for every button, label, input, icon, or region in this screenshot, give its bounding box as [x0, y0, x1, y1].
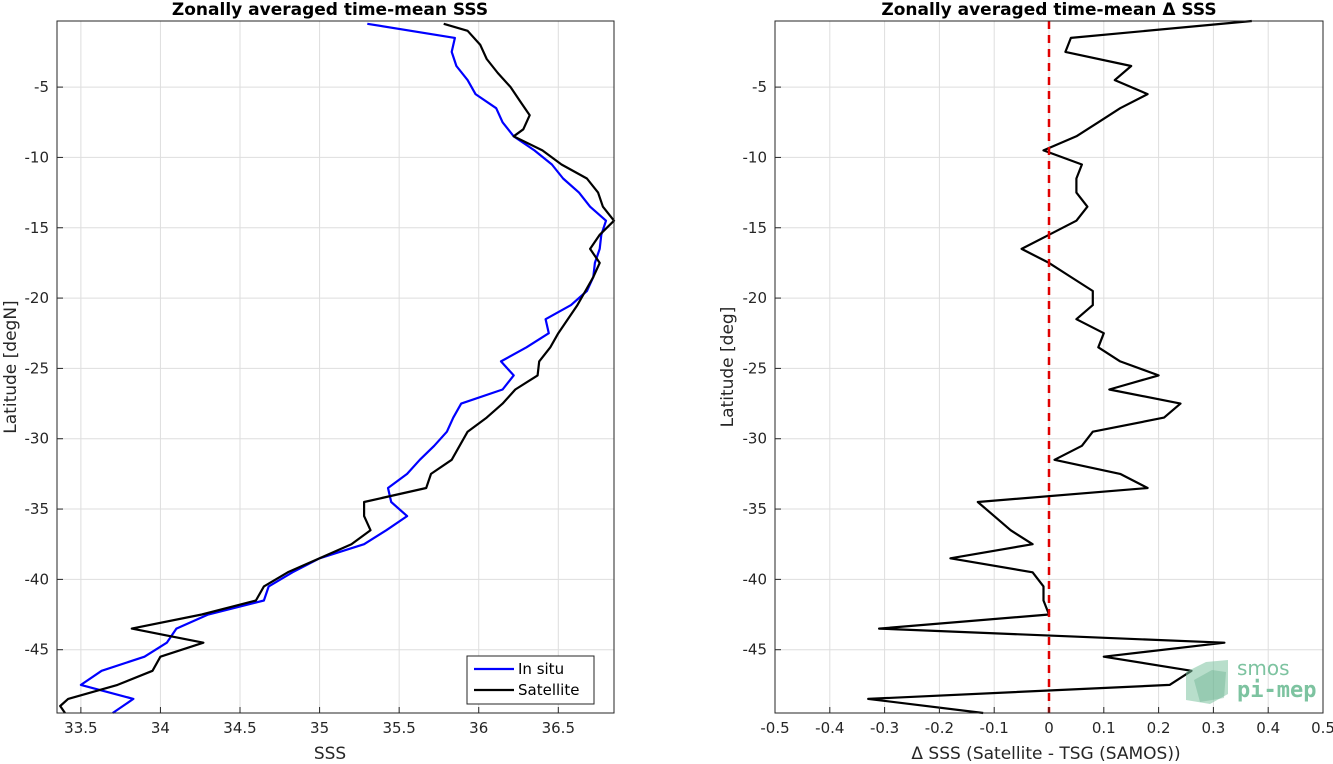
right-series-lines [867, 19, 1252, 715]
left-tick-labels: 33.5 34 34.5 35 35.5 36 36.5 -5 -10 -15 -20 -25 -30 -… [25, 78, 576, 737]
left-series-lines [59, 22, 616, 714]
right-x-tick-label: -0.1 [980, 719, 1009, 737]
right-x-tick-label: -0.5 [760, 719, 789, 737]
right-x-tick-label: 0.2 [1147, 719, 1171, 737]
right-chart-title: Zonally averaged time-mean Δ SSS [881, 0, 1216, 20]
left-x-tick-label: 36.5 [542, 719, 575, 737]
left-x-tick-label: 35 [310, 719, 329, 737]
right-x-tick-label: -0.4 [815, 719, 844, 737]
right-x-tick-label: 0.1 [1092, 719, 1116, 737]
right-chart-panel: -0.5 -0.4 -0.3 -0.2 -0.1 0 0.1 0.2 0.3 0.4 0.5 -5 -1… [718, 0, 1333, 764]
left-series-line-satellite [59, 22, 616, 714]
left-y-tick-label: -40 [25, 570, 50, 588]
right-y-tick-label: -30 [743, 430, 768, 448]
legend: In situ Satellite [466, 655, 595, 705]
logo-wave-shade-icon [1194, 670, 1226, 702]
right-x-tick-label: 0.3 [1201, 719, 1225, 737]
right-x-tick-label: 0 [1044, 719, 1054, 737]
left-x-tick-label: 35.5 [382, 719, 415, 737]
left-y-tick-label: -20 [25, 289, 50, 307]
right-gridlines [774, 21, 1324, 713]
right-y-tick-label: -20 [743, 289, 768, 307]
left-y-tick-label: -25 [25, 359, 50, 377]
right-y-tick-label: -5 [752, 78, 767, 96]
left-x-tick-label: 33.5 [64, 719, 97, 737]
smos-pi-mep-logo: smos pi-mep [1186, 656, 1316, 704]
logo-text-pi-mep: pi-mep [1237, 678, 1316, 703]
right-x-tick-label: 0.4 [1256, 719, 1280, 737]
right-x-tick-label: -0.2 [925, 719, 954, 737]
right-x-tick-label: 0.5 [1311, 719, 1333, 737]
left-y-tick-label: -30 [25, 430, 50, 448]
right-y-tick-label: -10 [743, 148, 768, 166]
left-chart-title: Zonally averaged time-mean SSS [172, 0, 488, 20]
right-y-tick-label: -40 [743, 570, 768, 588]
legend-box [466, 655, 595, 705]
right-y-tick-label: -15 [743, 219, 768, 237]
left-y-tick-label: -45 [25, 641, 50, 659]
left-plot-area [57, 21, 614, 713]
left-x-tick-label: 34 [151, 719, 170, 737]
right-y-tick-label: -35 [743, 500, 768, 518]
left-x-tick-label: 34.5 [223, 719, 256, 737]
left-y-tick-label: -35 [25, 500, 50, 518]
right-tick-labels: -0.5 -0.4 -0.3 -0.2 -0.1 0 0.1 0.2 0.3 0.4 0.5 -5 -1… [743, 78, 1333, 737]
left-x-tick-label: 36 [469, 719, 488, 737]
left-y-tick-label: -10 [25, 148, 50, 166]
logo-wave-icon [1186, 660, 1228, 704]
left-y-axis-label: Latitude [degN] [1, 300, 21, 433]
logo-text-smos: smos [1237, 656, 1290, 680]
left-chart-panel: 33.5 34 34.5 35 35.5 36 36.5 -5 -10 -15 -20 -25 -30 -… [1, 0, 616, 764]
legend-label-satellite: Satellite [518, 681, 579, 699]
right-series-line-delta-sss [867, 19, 1252, 715]
left-y-tick-label: -15 [25, 219, 50, 237]
left-axes-box [56, 20, 615, 714]
left-gridlines [57, 21, 614, 713]
left-x-axis-label: SSS [314, 744, 346, 764]
right-y-tick-label: -45 [743, 641, 768, 659]
right-y-tick-label: -25 [743, 359, 768, 377]
left-y-tick-label: -5 [34, 78, 49, 96]
right-x-axis-label: Δ SSS (Satellite - TSG (SAMOS)) [911, 744, 1180, 764]
right-y-axis-label: Latitude [deg] [718, 307, 738, 428]
legend-label-in-situ: In situ [518, 660, 564, 678]
right-x-tick-label: -0.3 [870, 719, 899, 737]
